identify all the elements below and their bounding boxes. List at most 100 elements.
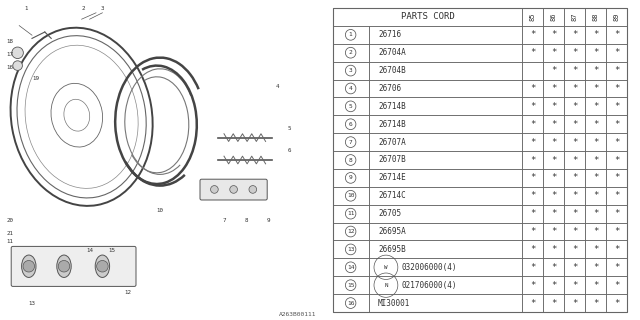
Circle shape xyxy=(12,47,23,59)
Text: 26707A: 26707A xyxy=(378,138,406,147)
Text: *: * xyxy=(551,120,557,129)
Bar xyxy=(369,115,522,133)
Bar xyxy=(333,115,369,133)
Bar xyxy=(564,97,586,115)
Bar xyxy=(369,151,522,169)
Bar xyxy=(522,133,543,151)
Text: 032006000(4): 032006000(4) xyxy=(402,263,457,272)
Text: 16: 16 xyxy=(6,65,13,70)
FancyBboxPatch shape xyxy=(12,246,136,286)
Bar xyxy=(333,187,369,205)
Bar xyxy=(586,258,606,276)
Bar xyxy=(586,240,606,258)
Text: *: * xyxy=(530,84,536,93)
Text: 21: 21 xyxy=(6,231,13,236)
Text: *: * xyxy=(593,209,598,218)
Text: 8: 8 xyxy=(244,218,248,223)
Bar xyxy=(522,223,543,240)
Text: 9: 9 xyxy=(349,175,353,180)
Text: *: * xyxy=(593,84,598,93)
Text: 26714B: 26714B xyxy=(378,102,406,111)
Bar xyxy=(606,294,627,312)
Text: 3: 3 xyxy=(100,6,104,11)
Text: *: * xyxy=(551,66,557,75)
Bar xyxy=(606,80,627,97)
Text: *: * xyxy=(614,48,620,57)
Bar xyxy=(606,62,627,80)
Bar xyxy=(606,97,627,115)
Text: *: * xyxy=(614,281,620,290)
Text: *: * xyxy=(572,138,577,147)
Text: *: * xyxy=(614,245,620,254)
Bar xyxy=(543,80,564,97)
Text: *: * xyxy=(572,66,577,75)
Bar xyxy=(369,133,522,151)
Bar xyxy=(564,133,586,151)
Bar xyxy=(564,223,586,240)
Bar xyxy=(543,62,564,80)
Bar xyxy=(586,223,606,240)
Text: 26695B: 26695B xyxy=(378,245,406,254)
Text: 88: 88 xyxy=(593,13,599,21)
Text: 26716: 26716 xyxy=(378,30,401,39)
Text: 6: 6 xyxy=(288,148,291,153)
Text: *: * xyxy=(572,102,577,111)
Bar xyxy=(522,80,543,97)
Text: *: * xyxy=(551,173,557,182)
Bar xyxy=(543,8,564,26)
Text: *: * xyxy=(572,48,577,57)
Text: *: * xyxy=(551,156,557,164)
Text: *: * xyxy=(614,299,620,308)
Bar xyxy=(586,133,606,151)
Bar xyxy=(586,294,606,312)
Bar xyxy=(333,240,369,258)
Ellipse shape xyxy=(57,255,71,277)
Text: 26695A: 26695A xyxy=(378,227,406,236)
Bar xyxy=(606,151,627,169)
Bar xyxy=(606,276,627,294)
Bar xyxy=(586,115,606,133)
Bar xyxy=(333,205,369,223)
Text: *: * xyxy=(593,30,598,39)
Text: 5: 5 xyxy=(288,125,291,131)
Bar xyxy=(606,205,627,223)
Bar xyxy=(522,240,543,258)
Circle shape xyxy=(97,260,108,272)
Text: 11: 11 xyxy=(6,239,13,244)
Text: 85: 85 xyxy=(530,13,536,21)
Text: 1: 1 xyxy=(349,32,353,37)
Bar xyxy=(369,44,522,62)
Bar xyxy=(606,258,627,276)
Text: 7: 7 xyxy=(222,218,226,223)
Text: 3: 3 xyxy=(349,68,353,73)
Bar xyxy=(564,258,586,276)
Bar xyxy=(564,205,586,223)
Bar xyxy=(369,276,522,294)
Text: *: * xyxy=(593,66,598,75)
Text: 12: 12 xyxy=(125,290,131,295)
Text: *: * xyxy=(614,156,620,164)
Text: *: * xyxy=(530,281,536,290)
Text: *: * xyxy=(572,156,577,164)
Bar xyxy=(564,115,586,133)
Text: 7: 7 xyxy=(349,140,353,145)
Text: *: * xyxy=(551,138,557,147)
Bar xyxy=(333,276,369,294)
Bar xyxy=(522,187,543,205)
Bar xyxy=(522,8,543,26)
Bar xyxy=(606,133,627,151)
Text: 26705: 26705 xyxy=(378,209,401,218)
Bar xyxy=(369,62,522,80)
Bar xyxy=(369,240,522,258)
Text: 17: 17 xyxy=(6,52,13,57)
Text: 26714E: 26714E xyxy=(378,173,406,182)
Circle shape xyxy=(58,260,70,272)
Text: 2: 2 xyxy=(349,50,353,55)
Text: *: * xyxy=(551,102,557,111)
Text: *: * xyxy=(530,191,536,200)
Bar xyxy=(522,115,543,133)
Text: *: * xyxy=(593,102,598,111)
Circle shape xyxy=(211,186,218,193)
Bar xyxy=(369,26,522,44)
Text: *: * xyxy=(551,263,557,272)
